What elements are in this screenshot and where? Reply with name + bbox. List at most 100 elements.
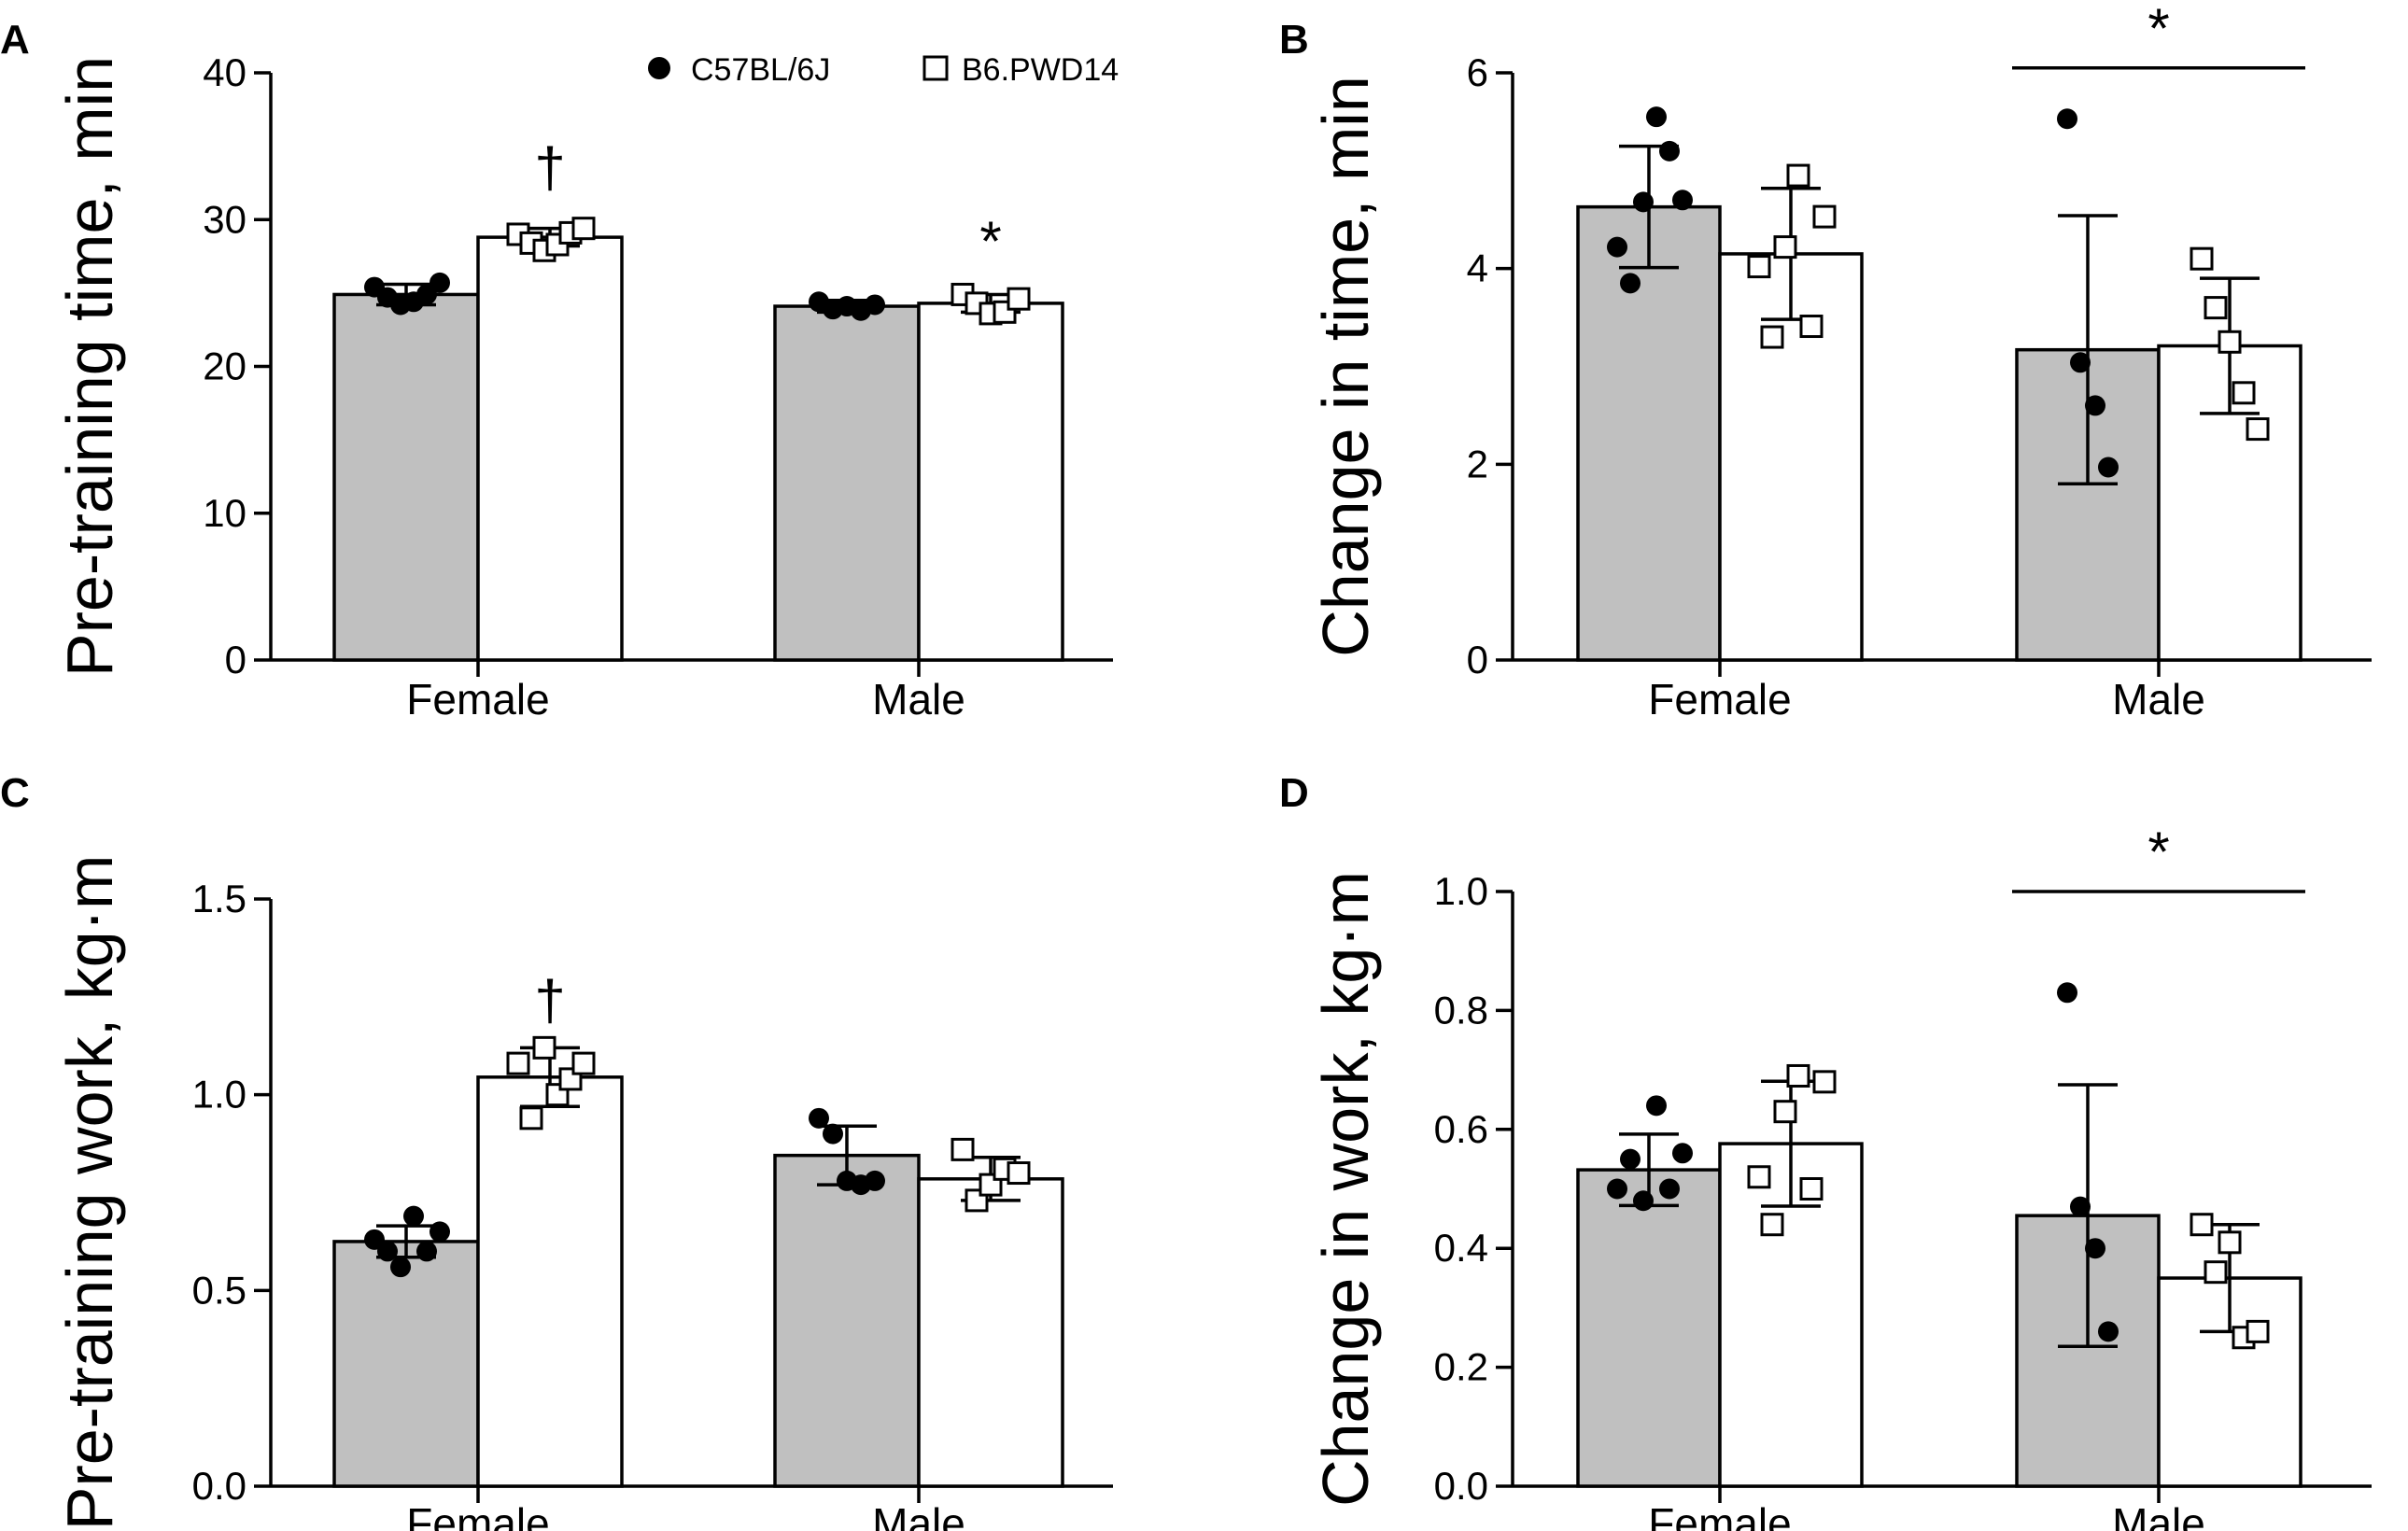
y-axis-title: Pre-training work, kg·m — [53, 855, 126, 1531]
bar-c57bl6j-female — [1576, 204, 1722, 662]
data-point-c57bl6j — [416, 1241, 437, 1262]
data-point-c57bl6j — [1620, 273, 1641, 294]
y-tick-label: 0.6 — [1434, 1107, 1488, 1151]
data-point-b6pwd14 — [2218, 330, 2242, 354]
data-point-b6pwd14 — [1799, 1177, 1824, 1201]
panel-a: A Pre-training time, min 0 10 20 30 40 Female Ma… — [0, 17, 1113, 723]
data-point-c57bl6j — [2057, 108, 2077, 130]
data-point-c57bl6j — [1633, 1190, 1654, 1212]
y-tick-label: 0.8 — [1434, 988, 1488, 1032]
data-point-c57bl6j — [377, 1241, 398, 1262]
panel-c: C Pre-training work, kg·m 0.0 0.5 1.0 1.5 Fema… — [0, 770, 1113, 1531]
data-point-c57bl6j — [865, 294, 885, 316]
y-axis-title: Pre-training time, min — [53, 56, 126, 677]
data-point-b6pwd14 — [506, 1051, 530, 1075]
data-point-c57bl6j — [823, 1123, 843, 1145]
bar-b6pwd14-male — [917, 1177, 1064, 1488]
bar-c57bl6j-female — [332, 1240, 480, 1488]
data-point-c57bl6j — [2070, 352, 2091, 373]
data-point-c57bl6j — [1646, 1095, 1667, 1117]
legend-square-marker — [922, 55, 949, 81]
y-tick-label: 0 — [225, 638, 246, 681]
data-point-b6pwd14 — [1773, 1100, 1797, 1124]
data-point-b6pwd14 — [2190, 246, 2214, 271]
panel-letter-c: C — [0, 770, 30, 816]
data-point-c57bl6j — [1620, 1148, 1641, 1170]
data-point-b6pwd14 — [571, 217, 596, 241]
bar-b6pwd14-male — [917, 302, 1064, 662]
bar-b6pwd14-female — [476, 235, 624, 662]
y-tick-label: 30 — [203, 197, 246, 241]
data-point-b6pwd14 — [1786, 163, 1810, 188]
data-point-c57bl6j — [403, 1205, 424, 1227]
bar-b6pwd14-female — [476, 1075, 624, 1488]
data-point-b6pwd14 — [1812, 1070, 1837, 1094]
data-point-c57bl6j — [865, 1170, 885, 1191]
data-point-b6pwd14 — [1773, 235, 1797, 260]
bar-c57bl6j-female — [332, 292, 480, 662]
x-category-label-male: Male — [2112, 1499, 2205, 1531]
data-point-b6pwd14 — [1799, 315, 1824, 339]
x-category-label-female: Female — [1648, 1499, 1791, 1531]
legend-label-c57: C57BL/6J — [691, 52, 830, 88]
data-point-b6pwd14 — [2204, 296, 2228, 320]
significance-marker: * — [2147, 0, 2169, 60]
y-tick-label: 0.0 — [1434, 1464, 1488, 1508]
data-point-b6pwd14 — [1760, 325, 1784, 349]
legend-circle-marker — [648, 57, 670, 79]
data-point-c57bl6j — [2057, 982, 2077, 1004]
y-tick-label: 0.2 — [1434, 1345, 1488, 1389]
significance-marker: * — [2147, 821, 2169, 883]
x-category-label-female: Female — [406, 1499, 549, 1531]
y-axis-title: Change in time, min — [1309, 76, 1382, 657]
panel-letter-d: D — [1279, 770, 1309, 816]
data-point-b6pwd14 — [1812, 204, 1837, 229]
data-point-b6pwd14 — [1007, 1161, 1031, 1186]
data-point-c57bl6j — [364, 1229, 385, 1250]
x-category-label-male: Male — [872, 1499, 965, 1531]
data-point-c57bl6j — [2085, 1238, 2105, 1259]
data-point-b6pwd14 — [2190, 1213, 2214, 1237]
y-tick-label: 1.0 — [192, 1073, 246, 1117]
data-point-b6pwd14 — [2246, 1319, 2270, 1343]
data-point-b6pwd14 — [2246, 417, 2270, 442]
data-point-b6pwd14 — [1007, 287, 1031, 311]
data-point-b6pwd14 — [1747, 1165, 1771, 1189]
data-point-c57bl6j — [1672, 1143, 1693, 1164]
data-point-c57bl6j — [390, 1257, 411, 1278]
data-point-b6pwd14 — [951, 1137, 975, 1161]
data-point-b6pwd14 — [1747, 255, 1771, 279]
legend: C57BL/6J B6.PWD14 — [648, 52, 1119, 88]
panel-letter-b: B — [1279, 17, 1309, 63]
y-tick-label: 4 — [1467, 246, 1488, 290]
y-tick-label: 0.5 — [192, 1268, 246, 1312]
bar-c57bl6j-male — [773, 304, 921, 662]
bar-c57bl6j-male — [773, 1153, 921, 1488]
data-point-c57bl6j — [429, 272, 450, 293]
data-point-c57bl6j — [1607, 1178, 1627, 1200]
data-point-c57bl6j — [1659, 140, 1680, 162]
y-tick-label: 10 — [203, 491, 246, 535]
x-category-label-female: Female — [406, 675, 549, 723]
data-point-c57bl6j — [1672, 190, 1693, 211]
panel-d: D Change in work, kg·m 0.0 0.2 0.4 0.6 0.8 1.0 F… — [1279, 770, 2372, 1531]
x-category-label-female: Female — [1648, 675, 1791, 723]
data-point-b6pwd14 — [532, 1035, 556, 1060]
data-point-c57bl6j — [2098, 1321, 2119, 1342]
data-point-b6pwd14 — [1760, 1213, 1784, 1237]
legend-label-b6: B6.PWD14 — [962, 52, 1119, 88]
data-point-c57bl6j — [2070, 1196, 2091, 1217]
data-point-c57bl6j — [416, 284, 437, 305]
bar-c57bl6j-female — [1576, 1168, 1722, 1488]
y-tick-label: 40 — [203, 50, 246, 94]
x-category-label-male: Male — [2112, 675, 2205, 723]
y-tick-label: 2 — [1467, 442, 1488, 485]
significance-marker: † — [534, 969, 565, 1032]
y-tick-label: 0.4 — [1434, 1226, 1488, 1270]
y-axis-title: Change in work, kg·m — [1309, 871, 1382, 1507]
data-point-c57bl6j — [1607, 236, 1627, 258]
y-tick-label: 0.0 — [192, 1464, 246, 1508]
y-tick-label: 1.5 — [192, 877, 246, 920]
data-point-b6pwd14 — [2232, 381, 2256, 405]
